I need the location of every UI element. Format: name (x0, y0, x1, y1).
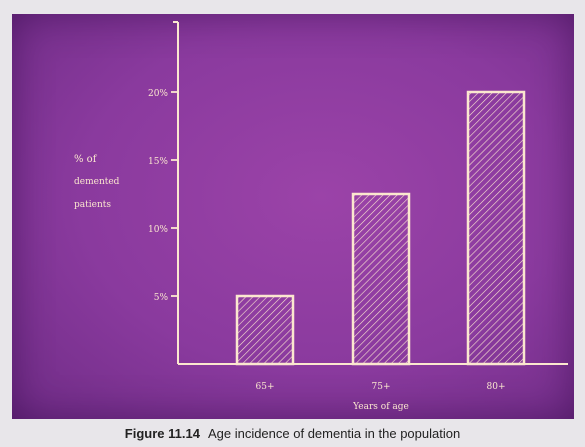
figure-caption-text: Age incidence of dementia in the populat… (207, 426, 461, 441)
x-tick-label: 65+ (256, 382, 275, 392)
bar (466, 90, 526, 366)
figure-caption: Figure 11.14 Age incidence of dementia in… (0, 426, 585, 441)
x-axis-label: Years of age (352, 402, 409, 412)
y-tick-label: 5% (154, 293, 169, 303)
figure-label: Figure 11.14 (124, 426, 200, 441)
bar (351, 192, 411, 366)
y-tick-label: 10% (148, 225, 168, 235)
chart-slide: 5% 10% 15% 20% % of demented patients 65+ 75+ 80+… (12, 14, 574, 419)
y-axis-label-line: demented (74, 177, 120, 187)
y-tick-label: 15% (148, 157, 168, 167)
bar-chart: 5% 10% 15% 20% % of demented patients 65+ 75+ 80+… (74, 21, 568, 412)
x-tick-label: 75+ (372, 382, 391, 392)
y-axis-label-line: patients (74, 200, 111, 210)
x-tick-label: 80+ (487, 382, 506, 392)
bar (235, 294, 295, 366)
y-axis-label-line: % of (74, 154, 98, 165)
y-tick-label: 20% (148, 89, 168, 99)
